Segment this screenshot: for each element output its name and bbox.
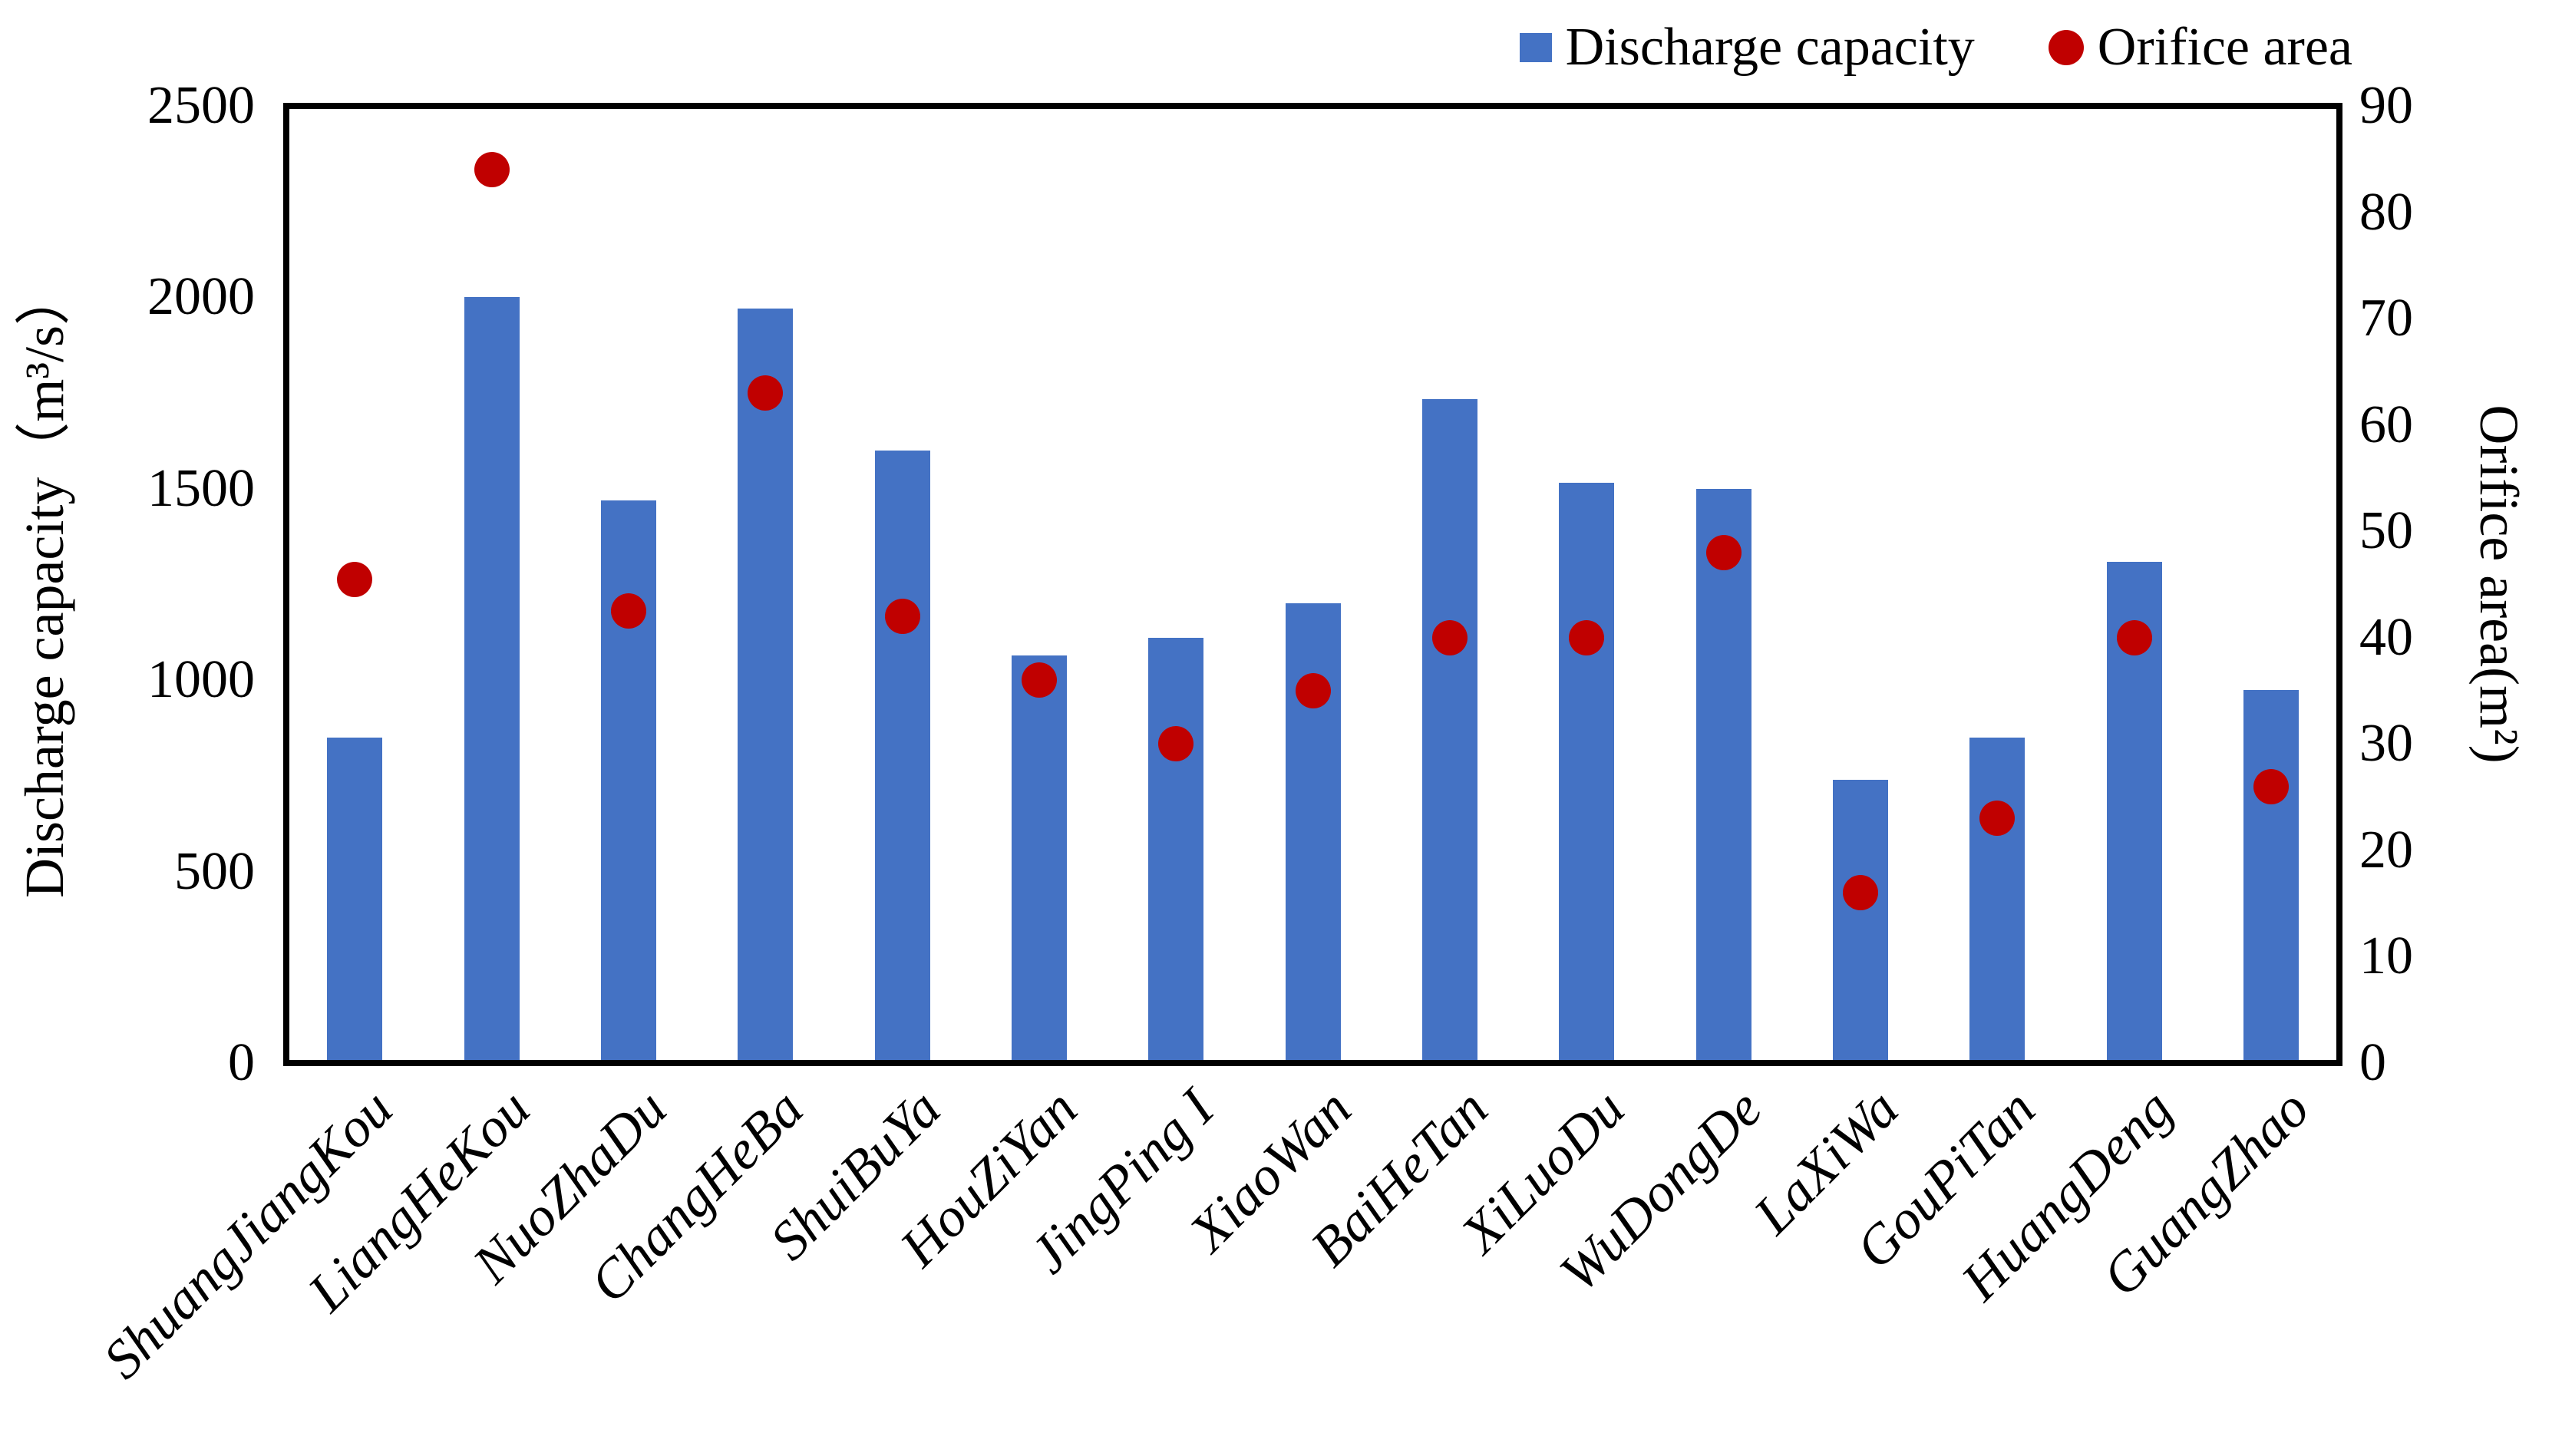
legend-dot-label: Orifice area [2097, 18, 2352, 77]
data-point-XiLuoDu [1569, 619, 1605, 655]
bar-LiangHeKou [464, 297, 520, 1063]
data-point-ShuangJiangKou [337, 561, 373, 597]
data-point-HuangDeng [2116, 619, 2152, 655]
bar-JingPing I [1148, 638, 1204, 1063]
legend-bar-swatch-icon [1519, 33, 1552, 62]
left-axis-title: Discharge capacity（m³/s） [14, 269, 75, 899]
left-axis-tick-label: 500 [174, 841, 255, 901]
data-point-WuDongDe [1705, 534, 1742, 570]
bar-ChangHeBa [738, 309, 794, 1063]
bar-HouZiYan [1011, 655, 1067, 1063]
bar-BaiHeTan [1421, 398, 1477, 1063]
data-point-XiaoWan [1295, 673, 1331, 709]
data-point-GuangZhao [2253, 768, 2289, 804]
left-axis-tick-label: 2500 [147, 76, 255, 135]
bar-LaXiWa [1832, 779, 1888, 1063]
right-axis-tick-label: 80 [2359, 182, 2413, 242]
right-axis-tick-label: 40 [2359, 607, 2413, 667]
data-point-NuoZhaDu [610, 593, 646, 629]
plot-area [286, 106, 2339, 1063]
data-point-JingPing I [1158, 726, 1194, 762]
data-point-BaiHeTan [1431, 619, 1468, 655]
right-axis-tick-label: 90 [2359, 76, 2413, 135]
data-point-LaXiWa [1842, 875, 1878, 911]
right-axis-tick-label: 70 [2359, 289, 2413, 348]
right-axis-tick-label: 20 [2359, 820, 2413, 880]
left-axis-tick-label: 1500 [147, 458, 255, 518]
bar-NuoZhaDu [600, 500, 656, 1063]
right-axis-tick-label: 60 [2359, 395, 2413, 454]
left-axis-tick-label: 1000 [147, 650, 255, 710]
data-point-ShuiBuYa [884, 599, 920, 635]
data-point-HouZiYan [1021, 662, 1057, 698]
legend-dot-swatch-icon [2048, 30, 2084, 65]
left-axis-tick-label: 2000 [147, 267, 255, 327]
right-axis-title: Orifice area(m²) [2468, 404, 2530, 764]
data-point-LiangHeKou [474, 152, 510, 188]
right-axis-tick-label: 50 [2359, 501, 2413, 561]
bar-ShuangJiangKou [327, 738, 383, 1063]
bar-GuangZhao [2243, 689, 2299, 1063]
left-axis-tick-label: 0 [228, 1033, 255, 1092]
right-axis-tick-label: 10 [2359, 926, 2413, 986]
bar-ShuiBuYa [874, 450, 930, 1063]
data-point-GouPiTan [1979, 801, 2016, 837]
data-point-ChangHeBa [748, 375, 784, 411]
right-axis-tick-label: 0 [2359, 1033, 2386, 1092]
bar-GouPiTan [1969, 738, 2025, 1063]
bar-WuDongDe [1695, 488, 1751, 1063]
legend: Discharge capacity Orifice area [1519, 11, 2352, 84]
legend-bar-label: Discharge capacity [1565, 18, 1975, 77]
right-axis-tick-label: 30 [2359, 714, 2413, 774]
bar-XiLuoDu [1559, 483, 1615, 1063]
